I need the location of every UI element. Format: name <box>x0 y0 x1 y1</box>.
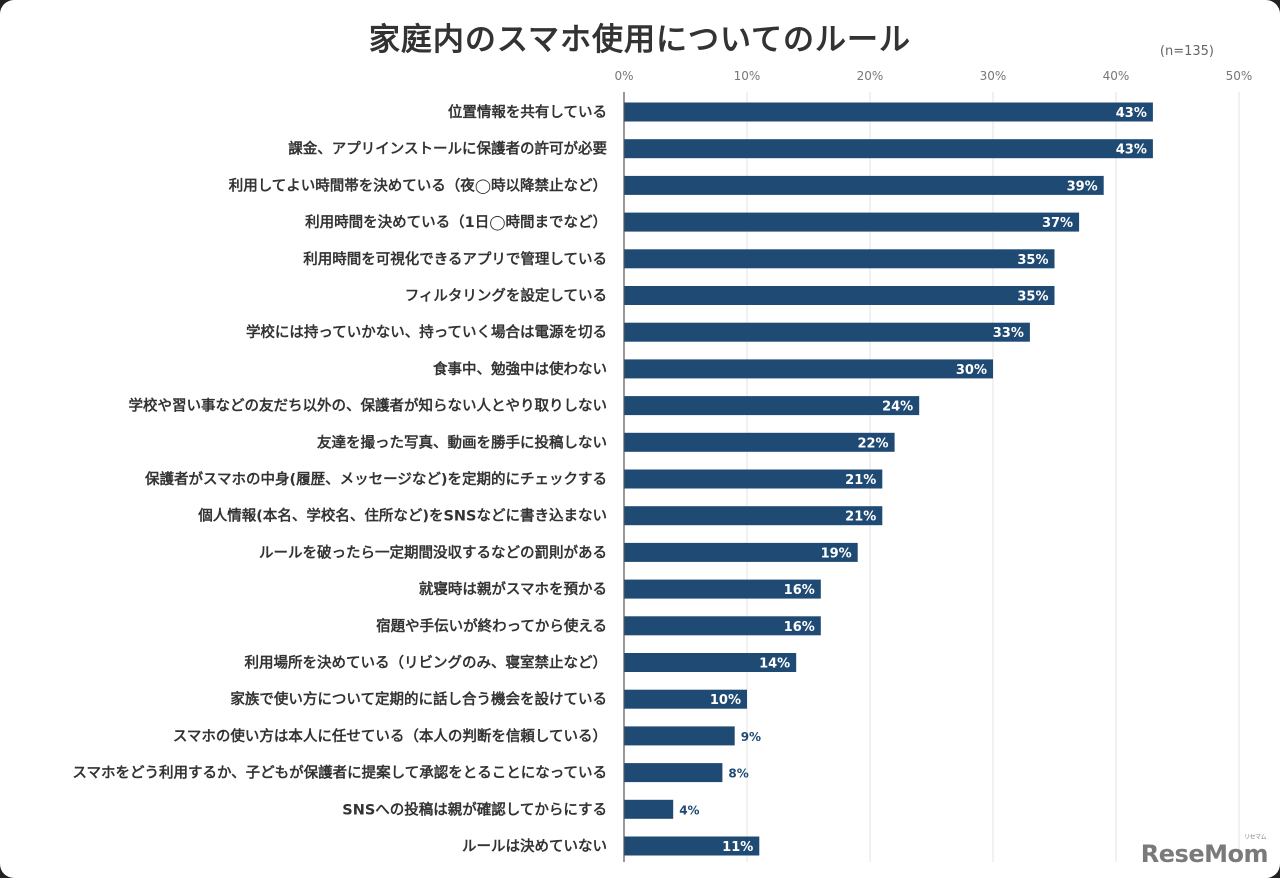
bar <box>624 579 821 599</box>
bar <box>624 286 1055 305</box>
category-label: 学校や習い事などの友だち以外の、保護者が知らない人とやり取りしない <box>129 397 608 415</box>
category-label: SNSへの投稿は親が確認してからにする <box>342 800 607 818</box>
bar <box>624 799 674 819</box>
data-label: 43% <box>1116 143 1147 158</box>
category-label: 利用場所を決めている（リビングのみ、寝室禁止など） <box>245 654 608 672</box>
data-label: 24% <box>882 400 913 415</box>
bar <box>624 506 883 526</box>
logo-ruby: リセマム <box>1243 834 1267 841</box>
data-label: 22% <box>857 436 888 451</box>
category-label: 学校には持っていかない、持っていく場合は電源を切る <box>246 323 607 341</box>
category-label: 利用時間を可視化できるアプリで管理している <box>303 250 607 268</box>
category-label: 友達を撮った写真、動画を勝手に投稿しない <box>317 433 607 451</box>
bar <box>624 396 920 416</box>
data-label: 10% <box>710 693 741 708</box>
data-label: 4% <box>679 803 699 817</box>
bar <box>624 542 858 562</box>
data-label: 16% <box>784 583 815 598</box>
bar <box>624 359 993 379</box>
category-label: ルールを破ったら一定期間没収するなどの罰則がある <box>259 543 607 561</box>
category-label: 位置情報を共有している <box>448 103 607 121</box>
x-tick-label: 0% <box>614 69 633 83</box>
bar <box>624 689 747 709</box>
category-label: 家族で使い方について定期的に話し合う機会を設けている <box>230 690 607 708</box>
bar <box>624 726 735 746</box>
data-label: 14% <box>759 657 790 672</box>
x-tick-label: 20% <box>857 69 884 83</box>
data-label: 21% <box>845 473 876 488</box>
bar <box>624 175 1104 195</box>
x-tick-label: 40% <box>1103 69 1130 83</box>
category-label: 宿題や手伝いが終わってから使える <box>376 617 607 635</box>
chart-title-text: 家庭内のスマホ使用についてのルール <box>368 22 912 58</box>
resemom-logo: ReseMom リセマム <box>1140 834 1269 868</box>
data-label: 35% <box>1017 290 1048 305</box>
bar <box>624 322 1030 342</box>
bar <box>624 102 1153 122</box>
data-label: 30% <box>956 363 987 378</box>
category-label: 課金、アプリインストールに保護者の許可が必要 <box>288 140 607 158</box>
category-label: 食事中、勉強中は使わない <box>433 360 607 378</box>
bar <box>624 616 821 636</box>
chart-title: 家庭内のスマホ使用についてのルール <box>0 14 1280 59</box>
category-label: 保護者がスマホの中身(履歴、メッセージなど)を定期的にチェックする <box>144 470 607 488</box>
bar <box>624 653 797 672</box>
category-label: スマホの使い方は本人に任せている（本人の判断を信頼している） <box>173 727 607 745</box>
data-label: 16% <box>784 620 815 635</box>
bar <box>624 249 1055 269</box>
x-tick-label: 10% <box>734 69 761 83</box>
category-label: 就寝時は親がスマホを預かる <box>419 580 607 598</box>
bar <box>624 836 760 856</box>
category-label: 利用してよい時間帯を決めている（夜◯時以降禁止など） <box>229 176 607 194</box>
data-label: 35% <box>1017 253 1048 268</box>
data-label: 37% <box>1042 216 1073 231</box>
x-tick-label: 30% <box>980 69 1007 83</box>
data-label: 39% <box>1067 179 1098 194</box>
category-label: スマホをどう利用するか、子どもが保護者に提案して承認をとることになっている <box>72 764 607 782</box>
data-label: 21% <box>845 510 876 525</box>
data-label: 11% <box>722 840 753 855</box>
category-label: 個人情報(本名、学校名、住所など)をSNSなどに書き込まない <box>197 507 607 525</box>
bar <box>624 432 895 452</box>
category-label: 利用時間を決めている（1日◯時間までなど） <box>305 213 607 231</box>
sample-size-note: (n=135) <box>1159 44 1214 59</box>
logo-text: ReseMom <box>1140 840 1269 868</box>
category-label: ルールは決めていない <box>462 837 607 855</box>
bar <box>624 469 883 489</box>
bar <box>624 212 1080 232</box>
category-label: フィルタリングを設定している <box>405 287 607 305</box>
data-label: 43% <box>1116 106 1147 121</box>
x-tick-label: 50% <box>1226 69 1253 83</box>
data-label: 19% <box>821 546 852 561</box>
bar <box>624 139 1153 159</box>
data-label: 8% <box>728 767 748 781</box>
data-label: 33% <box>993 326 1024 341</box>
data-label: 9% <box>741 730 761 744</box>
bar <box>624 763 723 783</box>
